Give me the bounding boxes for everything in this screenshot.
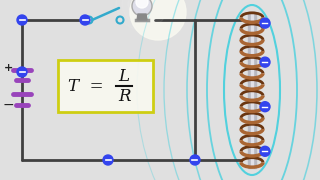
Circle shape bbox=[130, 0, 186, 40]
Circle shape bbox=[260, 57, 270, 67]
Bar bbox=[248, 12, 256, 168]
Text: R: R bbox=[118, 87, 130, 105]
Circle shape bbox=[190, 155, 200, 165]
Circle shape bbox=[136, 0, 148, 8]
Circle shape bbox=[122, 0, 162, 24]
Circle shape bbox=[116, 0, 168, 30]
Bar bbox=[58, 60, 153, 112]
Circle shape bbox=[80, 15, 90, 25]
Bar bbox=[251, 12, 253, 168]
Circle shape bbox=[260, 146, 270, 156]
Text: +: + bbox=[4, 63, 12, 73]
Text: T  =: T = bbox=[68, 78, 103, 94]
Circle shape bbox=[17, 15, 27, 25]
Text: −: − bbox=[2, 98, 14, 112]
Text: L: L bbox=[118, 68, 130, 84]
Circle shape bbox=[17, 67, 27, 77]
Circle shape bbox=[103, 155, 113, 165]
Circle shape bbox=[260, 18, 270, 28]
Circle shape bbox=[260, 102, 270, 112]
Circle shape bbox=[128, 0, 156, 18]
Polygon shape bbox=[137, 14, 147, 20]
Circle shape bbox=[132, 0, 152, 16]
